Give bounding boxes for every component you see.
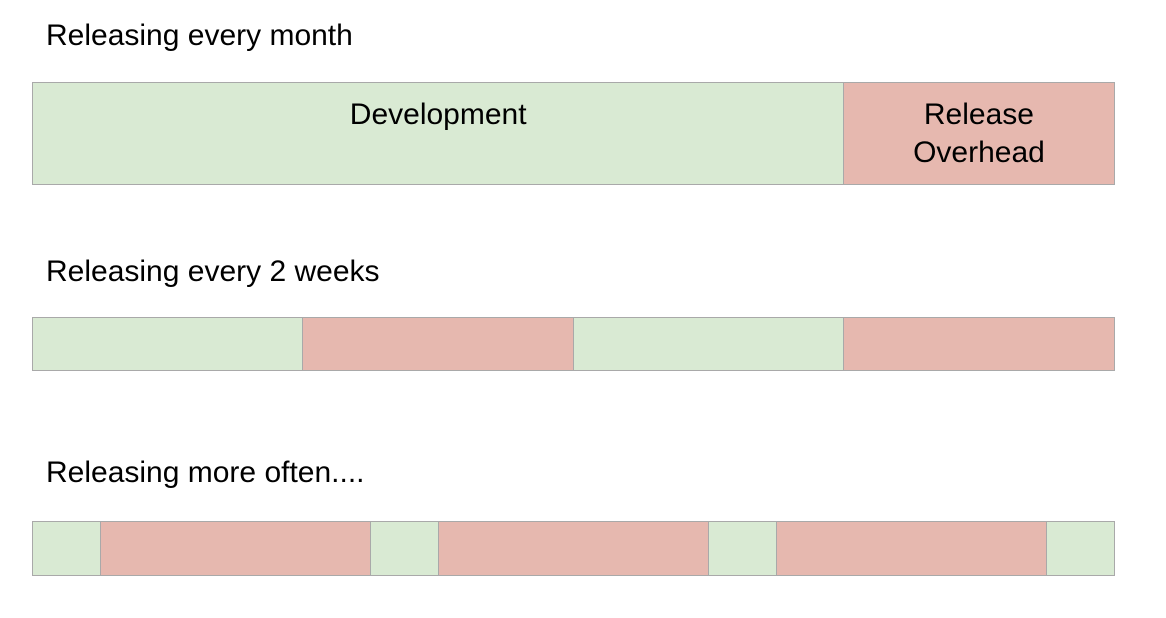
development-segment (707, 521, 778, 576)
development-segment (1045, 521, 1115, 576)
release-overhead-segment: Release Overhead (842, 82, 1115, 185)
release-overhead-segment (437, 521, 710, 576)
development-segment (572, 317, 845, 371)
segment-label: Release Overhead (913, 98, 1045, 169)
release-overhead-segment (843, 317, 1115, 371)
development-segment (32, 317, 304, 371)
row-title-monthly: Releasing every month (46, 19, 353, 52)
development-segment (32, 521, 102, 576)
release-overhead-segment (302, 317, 575, 371)
timeline-bar-monthly: Development Release Overhead (32, 82, 1115, 185)
row-title-more-often: Releasing more often.... (46, 456, 365, 489)
release-overhead-segment (775, 521, 1048, 576)
timeline-bar-more-often (32, 521, 1115, 576)
development-segment (369, 521, 440, 576)
development-segment: Development (32, 82, 845, 185)
release-overhead-segment (99, 521, 372, 576)
segment-label: Development (349, 98, 527, 131)
timeline-bar-biweekly (32, 317, 1115, 371)
row-title-biweekly: Releasing every 2 weeks (46, 255, 380, 288)
